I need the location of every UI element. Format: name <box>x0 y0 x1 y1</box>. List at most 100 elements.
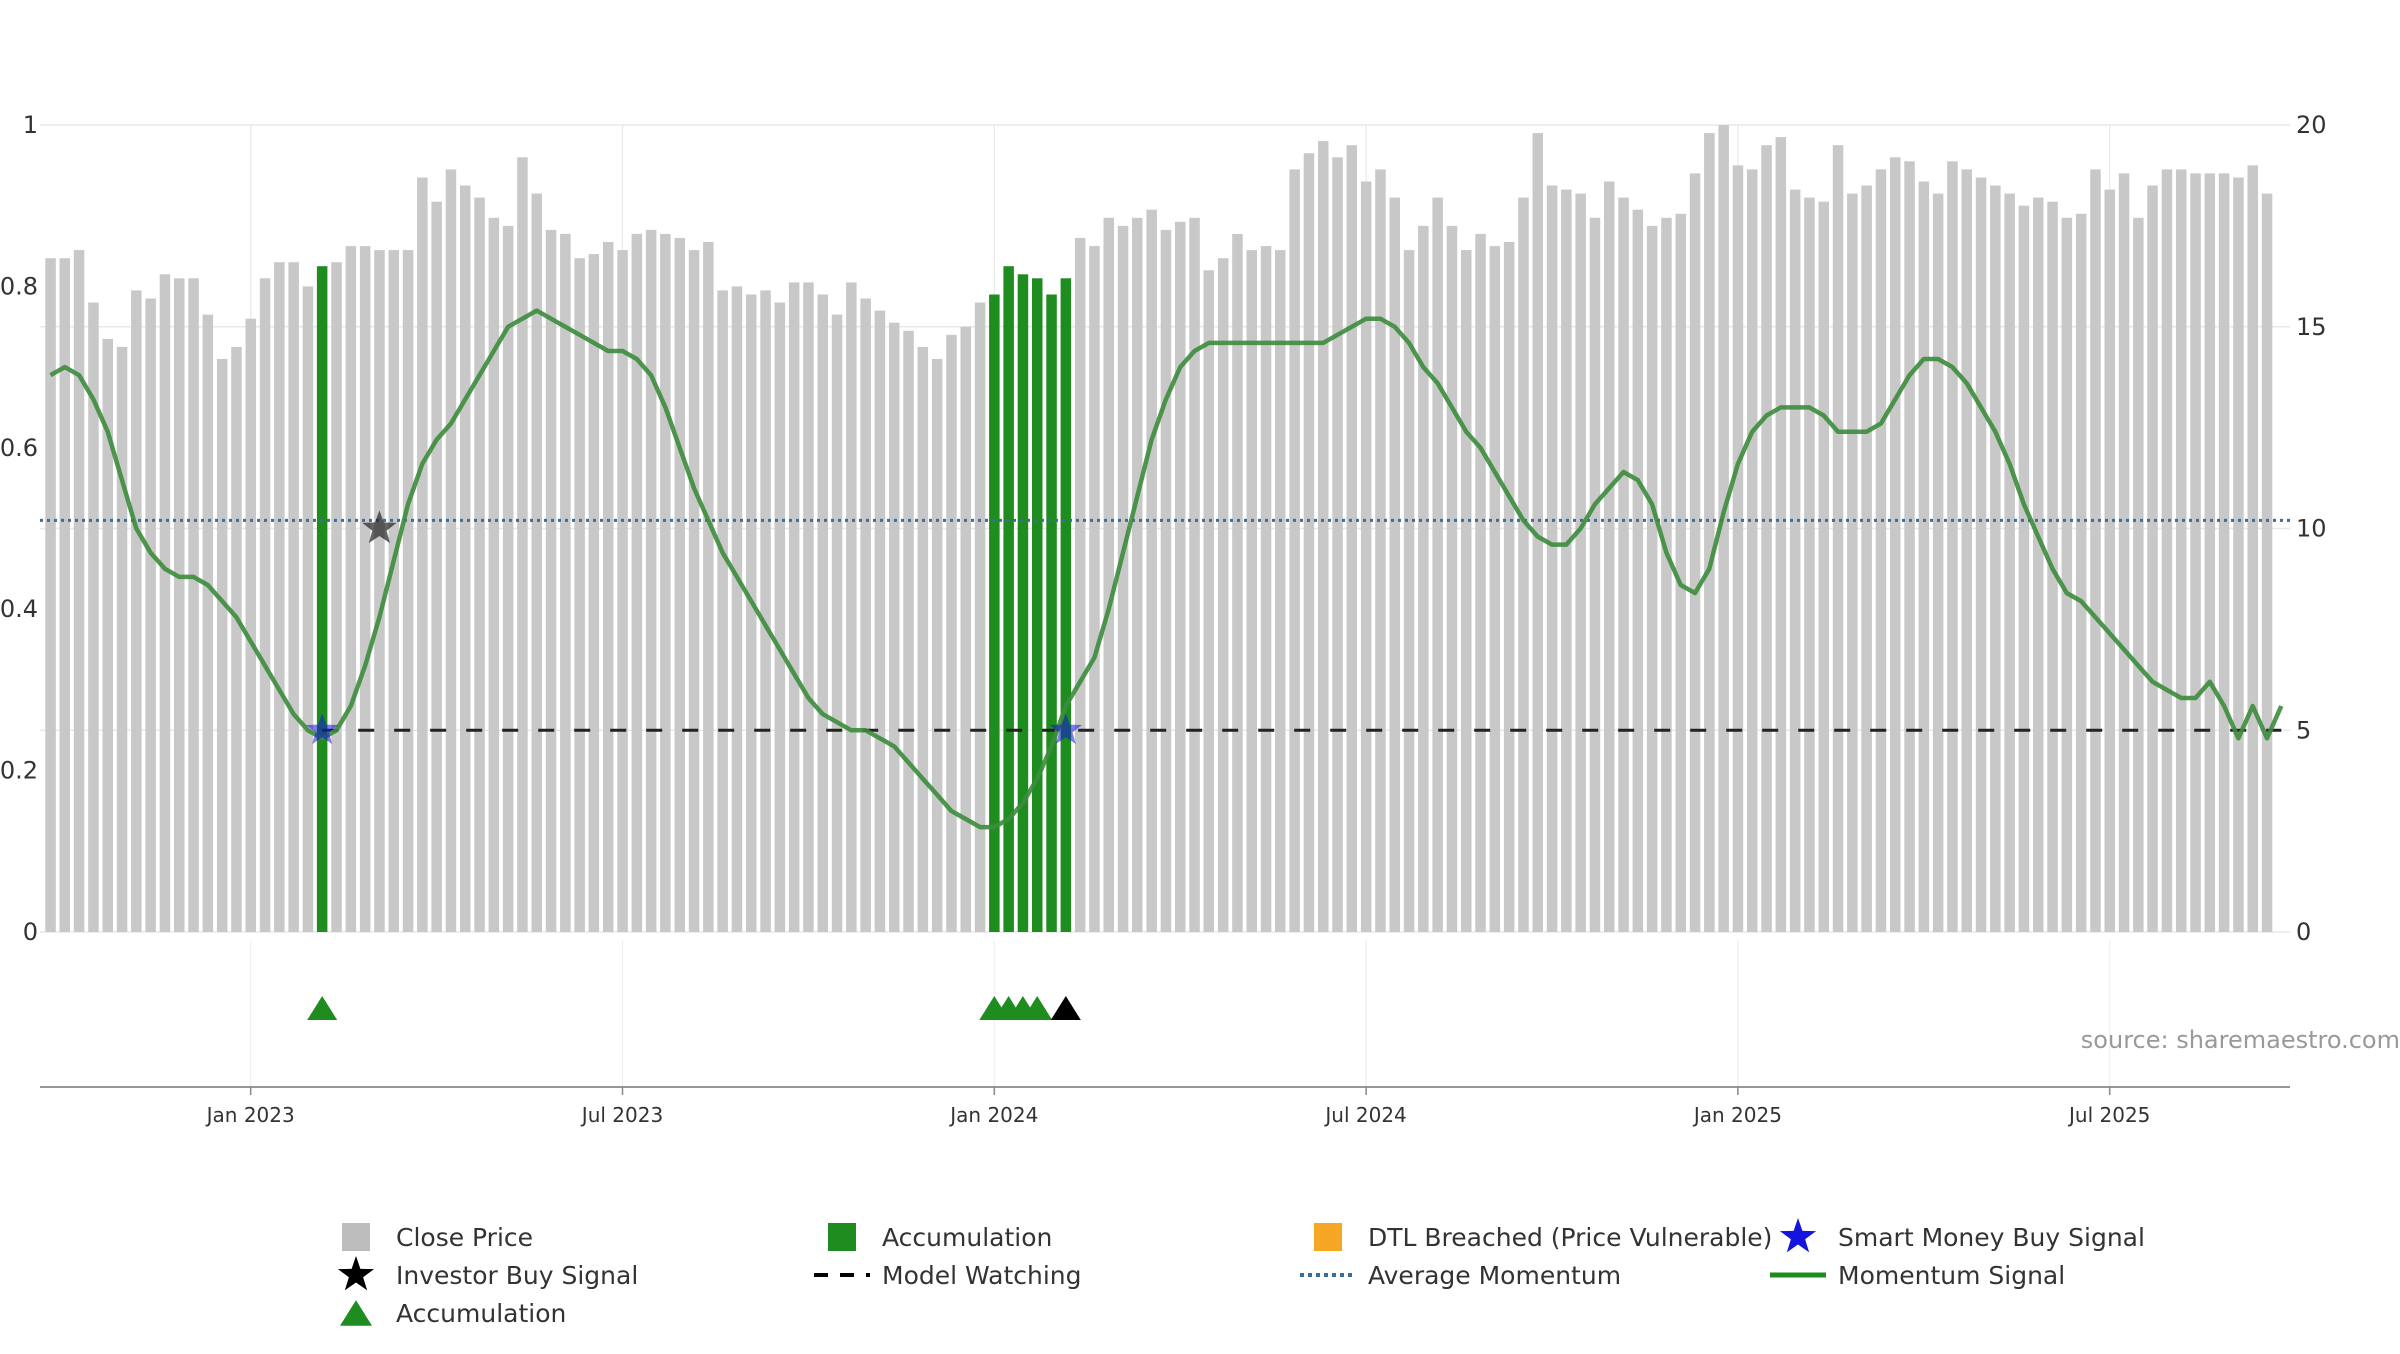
close-price-bar <box>903 330 914 932</box>
close-price-bar <box>1461 250 1472 933</box>
left-tick-label: 0.6 <box>0 434 38 462</box>
close-price-bar <box>2247 165 2258 932</box>
close-price-bar <box>1232 233 1243 932</box>
legend-item: Momentum Signal <box>1770 1261 2065 1290</box>
close-price-bar <box>102 338 113 932</box>
close-price-bar <box>1089 246 1100 933</box>
close-price-bar <box>1761 145 1772 932</box>
close-price-bar <box>560 233 571 932</box>
close-price-bar <box>2147 185 2158 932</box>
close-price-bar <box>1832 145 1844 932</box>
close-price-bar <box>1704 133 1715 933</box>
orange-square-icon <box>1314 1223 1342 1251</box>
close-price-bar <box>1503 242 1515 932</box>
close-price-bar <box>1103 217 1114 933</box>
legend-label: DTL Breached (Price Vulnerable) <box>1368 1223 1772 1252</box>
close-price-bar <box>889 322 900 932</box>
close-price-bar <box>1360 181 1372 932</box>
right-tick-label: 15 <box>2296 313 2327 341</box>
momentum-signal-line <box>49 308 2284 830</box>
close-price-bar <box>174 278 185 932</box>
close-price-bar <box>259 278 271 932</box>
close-price-bar <box>1532 133 1543 933</box>
close-price-bar <box>1947 161 1958 933</box>
close-price-bar <box>1861 185 1872 932</box>
close-price-bar <box>1518 197 1529 933</box>
close-price-bar <box>245 318 256 932</box>
close-price-bar <box>2104 189 2115 933</box>
legend-label: Smart Money Buy Signal <box>1838 1223 2145 1252</box>
close-price-bar <box>960 326 971 933</box>
close-price-bar <box>631 233 643 932</box>
close-price-bar <box>1332 157 1343 933</box>
blue-star-icon <box>1779 1218 1817 1253</box>
legend-label: Accumulation <box>396 1299 566 1328</box>
x-tick-label: Jan 2023 <box>205 1103 295 1127</box>
close-price-bar <box>445 169 457 932</box>
legend-label: Close Price <box>396 1223 533 1252</box>
source-note: source: sharemaestro.com <box>2081 1026 2400 1054</box>
axes: Jan 2023 Jul 2023 Jan 2024 Jul 2024 Jan 2025… <box>0 111 2327 1127</box>
close-price-bar <box>1289 169 1300 932</box>
close-price-bar <box>2061 217 2073 933</box>
x-tick-label: Jul 2023 <box>580 1103 663 1127</box>
close-price-bar <box>502 225 514 932</box>
close-price-bar <box>760 290 771 932</box>
close-price-bar <box>1403 250 1415 933</box>
close-price-bar <box>1789 189 1801 933</box>
close-price-bar <box>1561 189 1572 933</box>
close-price-bar <box>331 262 342 932</box>
x-tick-label: Jul 2025 <box>2067 1103 2150 1127</box>
close-price-bar <box>2176 169 2187 932</box>
close-price-bar <box>1818 201 1829 932</box>
close-price-bar <box>2261 193 2273 933</box>
close-price-bar <box>1246 250 1257 933</box>
investor-buy-triangle <box>1050 996 1081 1020</box>
close-price-bar <box>717 290 728 932</box>
close-price-bar <box>1890 157 1901 933</box>
close-price-bar <box>1718 125 1729 932</box>
close-price-bar <box>2033 197 2044 933</box>
close-price-bar <box>274 262 285 932</box>
close-price-bar <box>974 302 986 932</box>
close-price-bar <box>2075 213 2087 933</box>
close-price-bar <box>1189 217 1200 933</box>
close-price-bar <box>1132 217 1143 933</box>
close-price-bar <box>2190 173 2201 932</box>
close-price-bar <box>288 262 299 932</box>
close-price-bar <box>159 274 171 932</box>
gray-square-icon <box>342 1223 370 1251</box>
close-price-bar <box>59 258 70 932</box>
close-price-bar <box>2090 169 2101 932</box>
close-price-bar <box>1432 197 1443 933</box>
left-tick-label: 0 <box>23 918 38 946</box>
close-price-bar <box>302 286 314 932</box>
close-price-bar <box>1904 161 1915 933</box>
close-price-bar <box>88 302 99 932</box>
close-price-bar <box>1732 165 1744 932</box>
close-price-bar <box>1389 197 1400 933</box>
close-price-bar <box>831 314 843 933</box>
close-price-bar <box>1918 181 1930 932</box>
close-price-bar <box>2233 177 2244 932</box>
close-price-bar <box>660 233 671 932</box>
accumulation-bar <box>1017 274 1029 932</box>
close-price-bar <box>488 217 500 933</box>
left-tick-label: 0.2 <box>0 757 38 785</box>
close-price-bar <box>2018 205 2030 932</box>
left-tick-label: 0.8 <box>0 272 38 300</box>
close-price-bar <box>803 282 814 932</box>
legend-label: Momentum Signal <box>1838 1261 2065 1290</box>
legend-item: Accumulation <box>340 1299 566 1328</box>
close-price-bar <box>1203 270 1214 932</box>
close-price-bar <box>116 346 128 932</box>
close-price-bar <box>145 298 156 932</box>
close-price-bar <box>588 254 600 933</box>
accumulation-bar <box>1060 278 1072 932</box>
close-price-bar <box>1260 246 1272 933</box>
close-price-bar <box>603 242 614 932</box>
close-price-bar <box>1975 177 1987 932</box>
close-price-bar <box>45 258 56 932</box>
x-tick-label: Jul 2024 <box>1323 1103 1406 1127</box>
